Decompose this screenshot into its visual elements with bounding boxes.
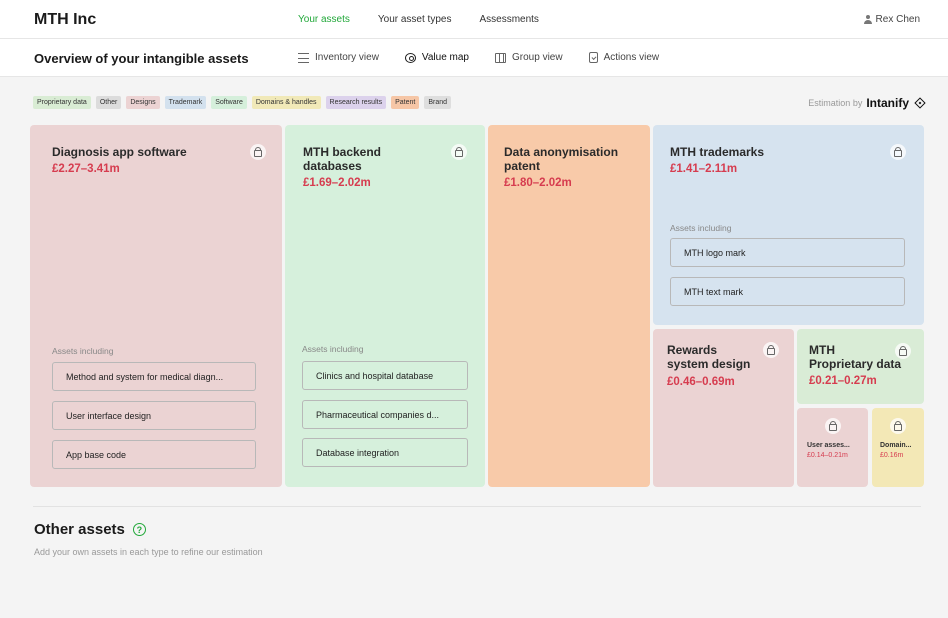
tile-title-line: databases <box>303 159 362 173</box>
lock-icon[interactable] <box>895 343 911 359</box>
tile-mth-backend-databases[interactable]: MTH backend databases £1.69–2.02m Assets… <box>285 125 485 487</box>
lock-icon[interactable] <box>890 418 906 434</box>
user-name: Rex Chen <box>875 14 920 25</box>
chip-domains-handles[interactable]: Domains & handles <box>251 96 321 109</box>
tile-title-line: patent <box>504 159 540 173</box>
user-menu[interactable]: Rex Chen <box>863 14 920 25</box>
other-assets-subtitle: Add your own assets in each type to refi… <box>34 547 263 557</box>
tile-title-line: Rewards <box>667 343 718 357</box>
tile-title: MTH trademarks <box>670 145 765 159</box>
other-assets-title: Other assets <box>34 521 125 538</box>
tab-label: Value map <box>421 52 469 63</box>
chip-patent[interactable]: Patent <box>391 96 420 109</box>
assets-including-label: Assets including <box>670 223 732 233</box>
tile-mth-trademarks[interactable]: MTH trademarks £1.41–2.11m Assets includ… <box>653 125 924 325</box>
asset-button[interactable]: Method and system for medical diagn... <box>52 362 256 391</box>
tile-value: £1.41–2.11m <box>670 163 738 175</box>
tile-title-line: MTH backend <box>303 145 382 159</box>
page-title: Overview of your intangible assets <box>34 51 249 66</box>
tile-title: Domain... <box>880 442 912 449</box>
tab-value-map[interactable]: Value map <box>404 52 469 63</box>
tile-value: £1.69–2.02m <box>303 177 371 189</box>
tile-rewards-system-design[interactable]: Rewards system design £0.46–0.69m <box>653 329 794 487</box>
top-nav: Your assets Your asset types Assessments <box>298 14 539 25</box>
chip-trademark[interactable]: Trademark <box>164 96 207 109</box>
tile-value: £1.80–2.02m <box>504 177 572 189</box>
chip-software[interactable]: Software <box>211 96 247 109</box>
section-divider <box>33 506 921 507</box>
view-switcher: Inventory view Value map Group view Acti… <box>298 52 659 63</box>
tile-data-anonymisation-patent[interactable]: Data anonymisation patent £1.80–2.02m <box>488 125 650 487</box>
estimation-credit: Estimation by Intanify <box>808 96 926 110</box>
tile-user-assets[interactable]: User asses... £0.14–0.21m <box>797 408 868 487</box>
tab-label: Inventory view <box>315 52 379 63</box>
chip-proprietary-data[interactable]: Proprietary data <box>33 96 91 109</box>
tile-mth-proprietary-data[interactable]: MTH Proprietary data £0.21–0.27m <box>797 329 924 404</box>
asset-button[interactable]: Clinics and hospital database <box>302 361 468 390</box>
lock-icon[interactable] <box>763 342 779 358</box>
tile-title: User asses... <box>807 442 850 449</box>
nav-your-assets[interactable]: Your assets <box>298 14 350 25</box>
tile-value: £0.46–0.69m <box>667 376 735 388</box>
chip-designs[interactable]: Designs <box>126 96 160 109</box>
lock-icon[interactable] <box>250 144 266 160</box>
tile-value: £0.21–0.27m <box>809 375 877 387</box>
nav-assessments[interactable]: Assessments <box>479 14 539 25</box>
asset-button[interactable]: Database integration <box>302 438 468 467</box>
chip-research-results[interactable]: Research results <box>325 96 387 109</box>
tab-label: Actions view <box>603 52 660 63</box>
tile-value: £0.14–0.21m <box>807 452 848 459</box>
chip-other[interactable]: Other <box>95 96 122 109</box>
tile-title: MTH backend databases <box>303 145 381 173</box>
tile-title: MTH Proprietary data <box>809 343 901 371</box>
brand-logo[interactable]: MTH Inc <box>34 11 97 28</box>
tile-diagnosis-app-software[interactable]: Diagnosis app software £2.27–3.41m Asset… <box>30 125 282 487</box>
tile-title-line: system design <box>667 357 751 371</box>
estimation-prefix: Estimation by <box>808 98 863 108</box>
asset-button[interactable]: App base code <box>52 440 256 469</box>
asset-button[interactable]: MTH logo mark <box>670 238 905 267</box>
lock-icon[interactable] <box>451 144 467 160</box>
lock-icon[interactable] <box>890 144 906 160</box>
tile-title: Diagnosis app software <box>52 145 187 159</box>
tile-value: £0.16m <box>880 452 904 459</box>
nav-your-asset-types[interactable]: Your asset types <box>377 14 452 25</box>
target-icon <box>404 52 416 63</box>
asset-button[interactable]: MTH text mark <box>670 277 905 306</box>
chip-brand[interactable]: Brand <box>424 96 452 109</box>
intanify-logo: Intanify <box>866 96 909 110</box>
tile-title-line: MTH <box>809 343 835 357</box>
tile-title: Rewards system design <box>667 343 750 371</box>
tab-inventory-view[interactable]: Inventory view <box>298 52 379 63</box>
asset-type-legend: Proprietary data Other Designs Trademark… <box>33 96 452 109</box>
tile-domains[interactable]: Domain... £0.16m <box>872 408 924 487</box>
help-icon[interactable]: ? <box>132 523 146 536</box>
assets-including-label: Assets including <box>52 346 114 356</box>
tile-title-line: Proprietary data <box>809 357 902 371</box>
columns-icon <box>495 52 506 63</box>
tab-group-view[interactable]: Group view <box>495 52 563 63</box>
asset-button[interactable]: User interface design <box>52 401 256 430</box>
other-assets-heading: Other assets ? <box>34 521 146 538</box>
user-icon <box>863 15 872 24</box>
list-icon <box>298 52 309 63</box>
top-bar: MTH Inc Your assets Your asset types Ass… <box>0 0 948 39</box>
assets-including-label: Assets including <box>302 344 364 354</box>
diamond-icon <box>914 97 926 109</box>
tab-actions-view[interactable]: Actions view <box>588 52 660 63</box>
sub-bar: Overview of your intangible assets Inven… <box>0 39 948 77</box>
tile-title: Data anonymisation patent <box>504 145 618 173</box>
asset-button[interactable]: Pharmaceutical companies d... <box>302 400 468 429</box>
lock-icon[interactable] <box>824 418 841 434</box>
tile-value: £2.27–3.41m <box>52 163 120 175</box>
clipboard-icon <box>588 52 598 63</box>
tile-title-line: Data anonymisation <box>504 145 619 159</box>
tab-label: Group view <box>512 52 563 63</box>
